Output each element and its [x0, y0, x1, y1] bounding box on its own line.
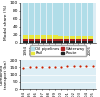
Point [23, 67, 24, 68]
Bar [58, 39, 63, 42]
Legend: Oil pipelines, Rail, Waterway, Route: Oil pipelines, Rail, Waterway, Route [30, 45, 86, 56]
Bar [29, 3, 34, 35]
Bar [64, 39, 69, 42]
Bar [58, 3, 63, 36]
Point [48, 66, 49, 68]
Bar [47, 42, 52, 43]
Bar [24, 35, 28, 39]
Point [35, 66, 37, 68]
Bar [64, 36, 69, 39]
Bar [76, 3, 81, 36]
Bar [35, 39, 40, 42]
Bar [82, 39, 87, 42]
Point [60, 66, 62, 67]
Bar [82, 42, 87, 43]
Bar [53, 39, 58, 42]
Bar [82, 3, 87, 36]
Bar [24, 42, 28, 43]
Bar [41, 35, 46, 39]
Point [29, 67, 30, 68]
Bar [41, 42, 46, 43]
Bar [70, 42, 75, 43]
Point [42, 66, 43, 68]
Bar [70, 3, 75, 36]
Bar [64, 42, 69, 43]
Bar [76, 36, 81, 39]
Point [54, 66, 56, 68]
Point [79, 65, 81, 67]
Bar [47, 35, 52, 39]
Bar [64, 3, 69, 36]
Bar [24, 39, 28, 42]
Bar [29, 39, 34, 42]
Bar [88, 3, 92, 36]
Bar [88, 39, 92, 42]
Bar [35, 35, 40, 39]
Bar [76, 42, 81, 43]
Bar [53, 35, 58, 39]
Bar [53, 3, 58, 35]
Bar [70, 36, 75, 39]
Point [92, 65, 93, 67]
Y-axis label: Combined
transport (bn): Combined transport (bn) [0, 60, 8, 89]
Bar [47, 3, 52, 35]
Bar [88, 42, 92, 43]
Bar [29, 35, 34, 39]
Bar [24, 3, 28, 35]
Bar [82, 36, 87, 39]
Bar [35, 42, 40, 43]
Bar [35, 3, 40, 35]
Bar [47, 39, 52, 42]
Bar [58, 36, 63, 39]
Bar [76, 39, 81, 42]
Bar [88, 36, 92, 39]
Bar [53, 42, 58, 43]
Bar [70, 39, 75, 42]
Bar [41, 3, 46, 35]
Point [73, 66, 74, 67]
Bar [58, 42, 63, 43]
Point [67, 66, 68, 67]
Y-axis label: Modal share (%): Modal share (%) [4, 5, 8, 40]
Bar [29, 42, 34, 43]
Point [86, 65, 87, 67]
Bar [41, 39, 46, 42]
